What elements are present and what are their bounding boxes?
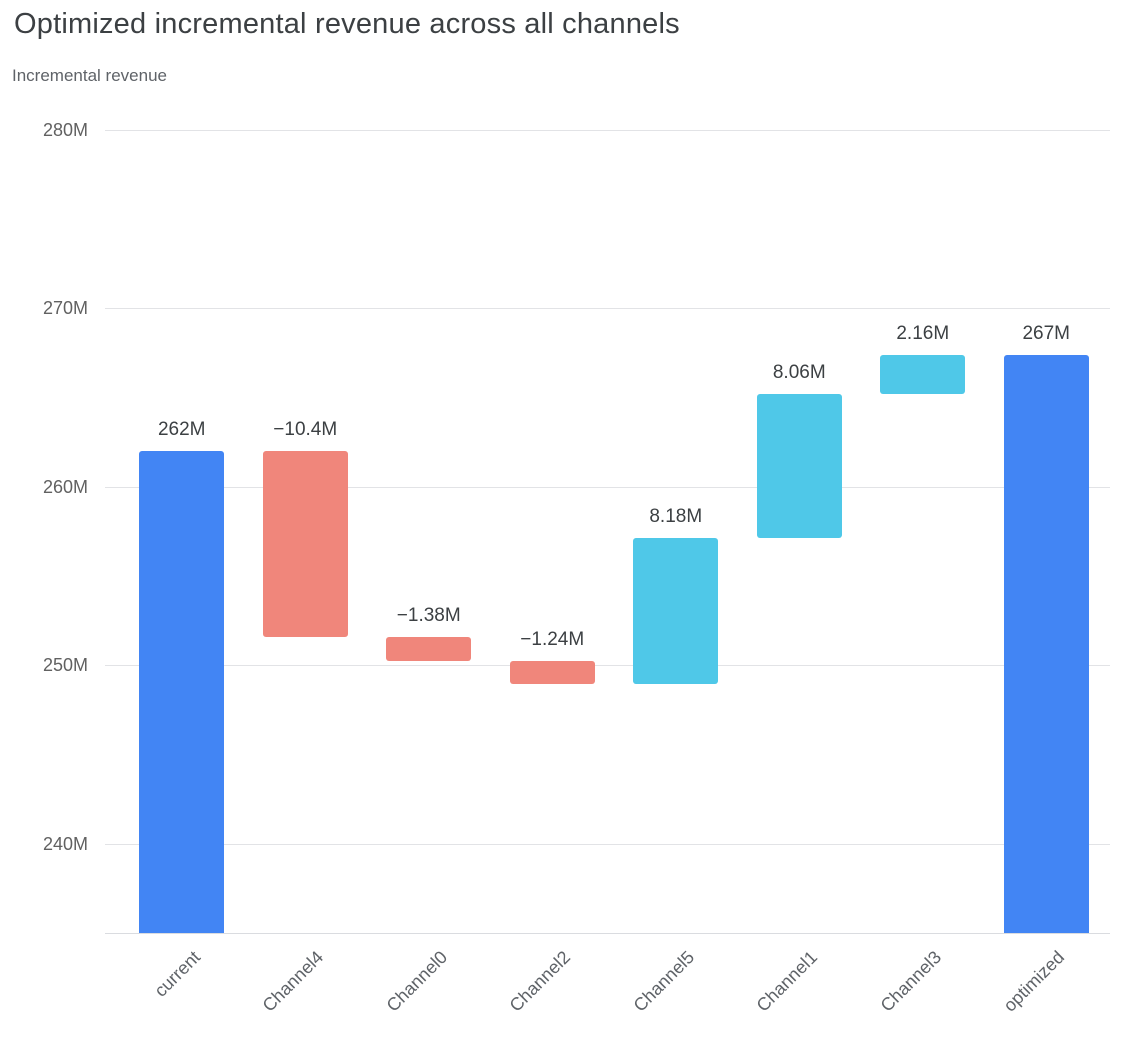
plot-area: 262M −10.4M −1.38M −1.24M 8.18M 8.06M 2.16M 267… [105,130,1110,934]
value-label-Channel3: 2.16M [896,323,950,345]
x-tick-label-Channel0: Channel0 [382,947,451,1016]
value-label-Channel4: −10.4M [273,419,338,441]
gridline-250M [105,665,1110,667]
value-label-Channel1: 8.06M [772,361,826,383]
bar-Channel0[interactable] [386,636,472,662]
value-label-current: 262M [157,419,206,441]
y-tick-label: 280M [42,120,88,140]
x-axis: current Channel4 Channel0 Channel2 Channel5 C… [105,933,1110,1053]
value-label-optimized: 267M [1022,323,1071,345]
value-label-Channel0: −1.38M [396,604,461,626]
bar-optimized[interactable] [1003,355,1089,933]
x-tick-label-Channel2: Channel2 [505,947,575,1016]
gridline-270M [105,308,1110,310]
x-tick-label-current: current [150,947,204,1001]
value-label-Channel5: 8.18M [649,505,703,527]
x-tick-label-Channel3: Channel3 [876,947,945,1016]
y-tick-label: 240M [42,833,88,854]
bar-Channel5[interactable] [633,537,719,684]
y-tick-label: 270M [42,298,88,319]
x-tick-label-Channel5: Channel5 [629,947,698,1016]
bar-Channel2[interactable] [509,661,595,684]
value-label-Channel2: −1.24M [520,629,585,651]
y-axis: 280M 270M 260M 250M 240M [0,120,88,933]
x-tick-label-Channel1: Channel1 [752,947,822,1016]
bar-Channel4[interactable] [262,451,348,637]
x-tick-label-optimized: optimized [999,947,1069,1016]
bar-Channel3[interactable] [880,355,966,394]
y-axis-title: Incremental revenue [12,66,167,85]
bar-current[interactable] [139,451,225,933]
gridline-280M [105,130,1110,131]
y-tick-label: 260M [42,476,88,497]
x-tick-label-Channel4: Channel4 [258,947,328,1016]
gridline-260M [105,486,1110,488]
chart-title: Optimized incremental revenue across all… [14,8,680,40]
y-tick-label: 250M [42,655,88,676]
gridline-240M [105,843,1110,845]
bar-Channel1[interactable] [756,393,842,538]
